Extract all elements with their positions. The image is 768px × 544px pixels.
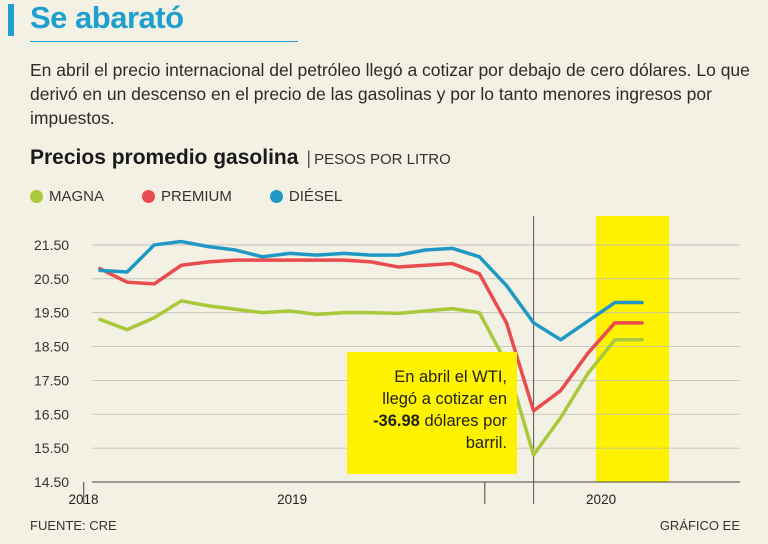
y-tick-label: 14.50 (34, 474, 69, 490)
annotation-line-4: barril. (465, 434, 507, 452)
annotation-line-3-rest: dólares por (419, 412, 507, 430)
credit-note: GRÁFICO EE (659, 518, 740, 533)
legend-label-magna: MAGNA (49, 188, 105, 205)
legend-item-premium: PREMIUM (142, 188, 232, 205)
y-tick-label: 20.50 (34, 271, 69, 287)
chart-title-separator: | (306, 148, 312, 168)
legend-dot-magna (30, 190, 43, 203)
y-tick-label: 21.50 (34, 237, 69, 253)
page-title: Se abarató (30, 0, 184, 35)
annotation-line-2: llegó a cotizar en (382, 390, 507, 408)
y-tick-label: 18.50 (34, 339, 69, 355)
x-year-label: 2020 (586, 492, 616, 507)
annotation-line-1: En abril el WTI, (394, 368, 507, 386)
annotation-box: En abril el WTI, llegó a cotizar en -36.… (347, 352, 517, 474)
legend-item-diesel: DIÉSEL (269, 188, 343, 205)
y-tick-label: 17.50 (34, 372, 69, 388)
series-line-premium (98, 258, 644, 413)
chart-subtitle: PESOS POR LITRO (314, 151, 451, 168)
legend-label-premium: PREMIUM (161, 188, 232, 205)
x-year-label: 2018 (68, 492, 98, 507)
source-note: FUENTE: CRE (30, 518, 117, 533)
y-tick-label: 16.50 (34, 406, 69, 422)
x-year-label: 2019 (277, 492, 307, 507)
annotation-line-3: -36.98 dólares por (347, 410, 507, 432)
legend-dot-diesel (269, 190, 283, 203)
annotation-value: -36.98 (373, 412, 420, 430)
title-accent-bar (8, 4, 14, 36)
legend-item-magna: MAGNA (30, 188, 104, 205)
y-tick-label: 19.50 (34, 305, 69, 321)
chart-header: Precios promedio gasolina | PESOS POR LITR… (30, 146, 451, 170)
series-line-magna (98, 299, 644, 457)
series-line-diesel (98, 239, 644, 342)
chart-title: Precios promedio gasolina (30, 146, 299, 169)
title-underline (30, 41, 298, 42)
chart-legend: MAGNA PREMIUM DIÉSEL (30, 188, 342, 205)
y-tick-label: 15.50 (34, 440, 69, 456)
legend-label-diesel: DIÉSEL (288, 188, 343, 205)
legend-dot-premium (142, 190, 156, 203)
intro-text: En abril el precio internacional del pet… (30, 60, 750, 128)
